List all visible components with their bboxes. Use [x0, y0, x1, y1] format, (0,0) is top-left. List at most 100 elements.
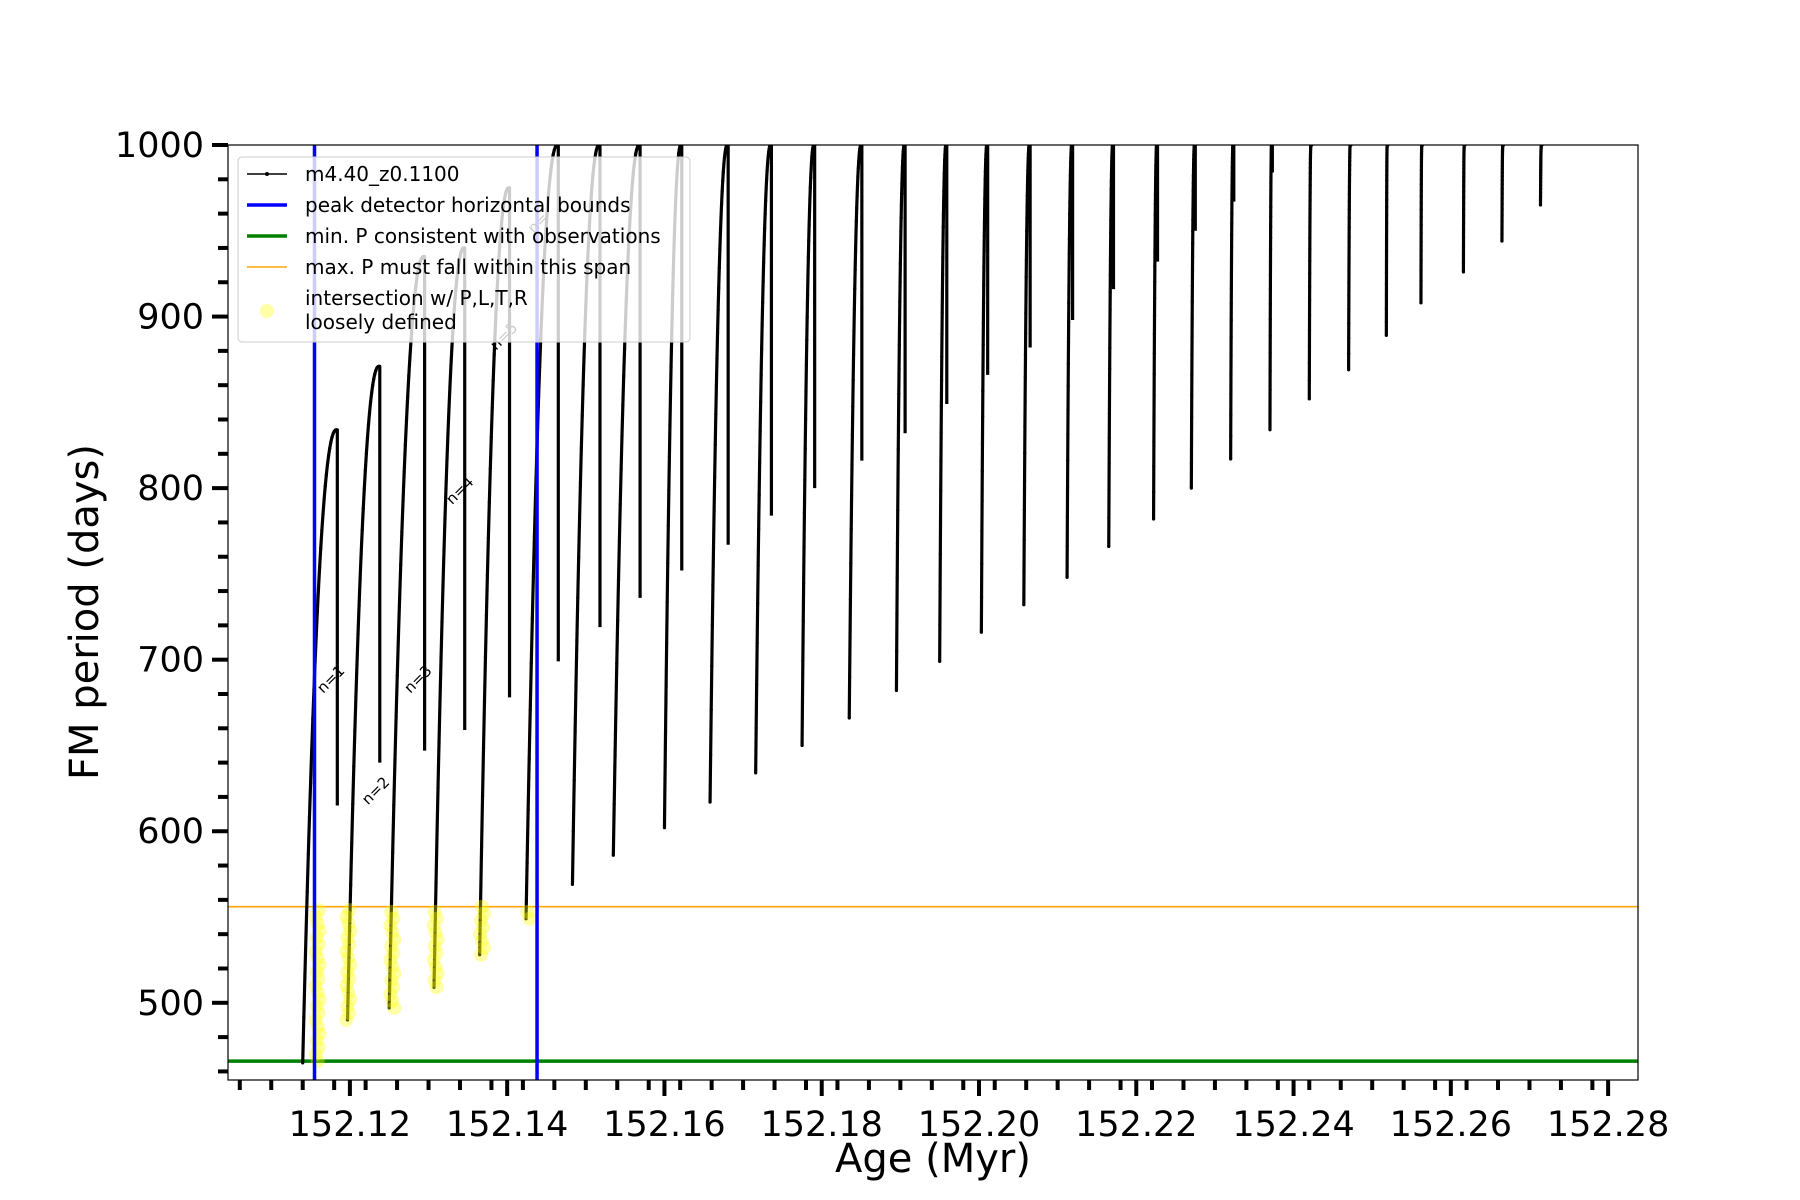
data-point: [1461, 221, 1466, 225]
data-point: [1462, 160, 1466, 164]
data-point: [1107, 436, 1111, 440]
data-point: [1024, 331, 1028, 336]
data-point: [301, 1061, 305, 1065]
data-point: [1419, 258, 1423, 262]
data-point: [1189, 461, 1194, 466]
data-point: [667, 488, 671, 492]
data-point: [1189, 438, 1194, 442]
data-point: [938, 622, 942, 626]
data-point: [1307, 397, 1311, 401]
data-point: [1384, 282, 1389, 286]
data-point: [1419, 157, 1424, 161]
data-point: [854, 234, 858, 238]
data-point: [362, 486, 366, 491]
intersection-point: [520, 904, 535, 919]
data-point: [1347, 268, 1351, 272]
data-point: [942, 179, 946, 184]
pulse-curve: [301, 428, 339, 1063]
data-point: [1230, 233, 1234, 237]
data-point: [1110, 159, 1114, 163]
data-point: [664, 684, 668, 689]
data-point: [1109, 196, 1113, 201]
data-point: [939, 489, 943, 493]
data-point: [900, 192, 904, 196]
data-point: [1191, 167, 1196, 171]
data-point: [1107, 389, 1112, 393]
data-point: [1268, 317, 1272, 321]
data-point: [852, 307, 856, 311]
legend-swatch-model-marker: [265, 172, 269, 176]
data-point: [1269, 154, 1273, 159]
data-point: [1230, 156, 1235, 160]
data-point: [1348, 159, 1352, 163]
intersection-point: [474, 913, 488, 928]
data-point: [855, 183, 860, 188]
intersection-point: [385, 959, 400, 974]
data-point: [1268, 334, 1272, 338]
data-point: [309, 781, 313, 785]
data-point: [1026, 168, 1030, 172]
data-point: [478, 953, 482, 957]
data-point: [1384, 249, 1389, 253]
data-point: [1384, 333, 1388, 338]
data-point: [899, 230, 903, 234]
data-point: [1500, 178, 1504, 182]
data-point: [979, 595, 984, 599]
data-point: [756, 563, 760, 568]
data-point: [1152, 351, 1156, 356]
data-point: [349, 883, 353, 887]
data-point: [939, 431, 943, 435]
data-point: [579, 446, 583, 450]
data-point: [1462, 195, 1466, 199]
data-point: [1065, 514, 1069, 519]
data-point: [618, 502, 622, 506]
data-point: [324, 472, 328, 477]
data-point: [898, 262, 902, 266]
data-point: [1500, 225, 1504, 230]
data-point: [1024, 292, 1028, 297]
data-point: [1419, 177, 1423, 181]
data-point: [365, 436, 370, 440]
data-point: [802, 545, 806, 549]
data-point: [759, 400, 763, 404]
data-point: [387, 1006, 391, 1010]
data-point: [1069, 160, 1073, 165]
data-point: [760, 347, 764, 351]
data-point: [613, 753, 617, 757]
data-point: [1462, 175, 1466, 179]
data-point: [1385, 160, 1389, 164]
data-point: [897, 392, 901, 396]
x-tick-label: 152.24: [1232, 1105, 1354, 1145]
y-tick-label: 800: [137, 469, 204, 509]
data-point: [1462, 201, 1466, 205]
data-point: [407, 374, 411, 378]
intersection-point: [427, 973, 442, 988]
data-point: [894, 688, 899, 693]
data-point: [448, 384, 452, 388]
data-point: [612, 802, 616, 806]
data-point: [538, 365, 542, 369]
pulse-curve: [754, 145, 774, 773]
intersection-point: [428, 925, 443, 940]
data-point: [1152, 372, 1156, 376]
data-point: [1067, 267, 1071, 271]
data-point: [981, 321, 985, 325]
data-point: [1229, 318, 1233, 322]
data-point: [394, 714, 398, 719]
data-point: [1191, 207, 1195, 211]
data-point: [307, 815, 312, 819]
data-point: [856, 174, 860, 178]
data-point: [1500, 232, 1504, 236]
intersection-point: [339, 910, 354, 925]
intersection-point: [429, 946, 444, 961]
data-point: [1191, 174, 1196, 178]
data-point: [616, 578, 621, 582]
data-point: [763, 227, 767, 231]
data-point: [1191, 218, 1195, 222]
data-point: [1500, 196, 1504, 201]
data-point: [1419, 208, 1423, 212]
data-point: [1500, 156, 1505, 160]
data-point: [1067, 301, 1071, 305]
data-point: [361, 506, 365, 511]
